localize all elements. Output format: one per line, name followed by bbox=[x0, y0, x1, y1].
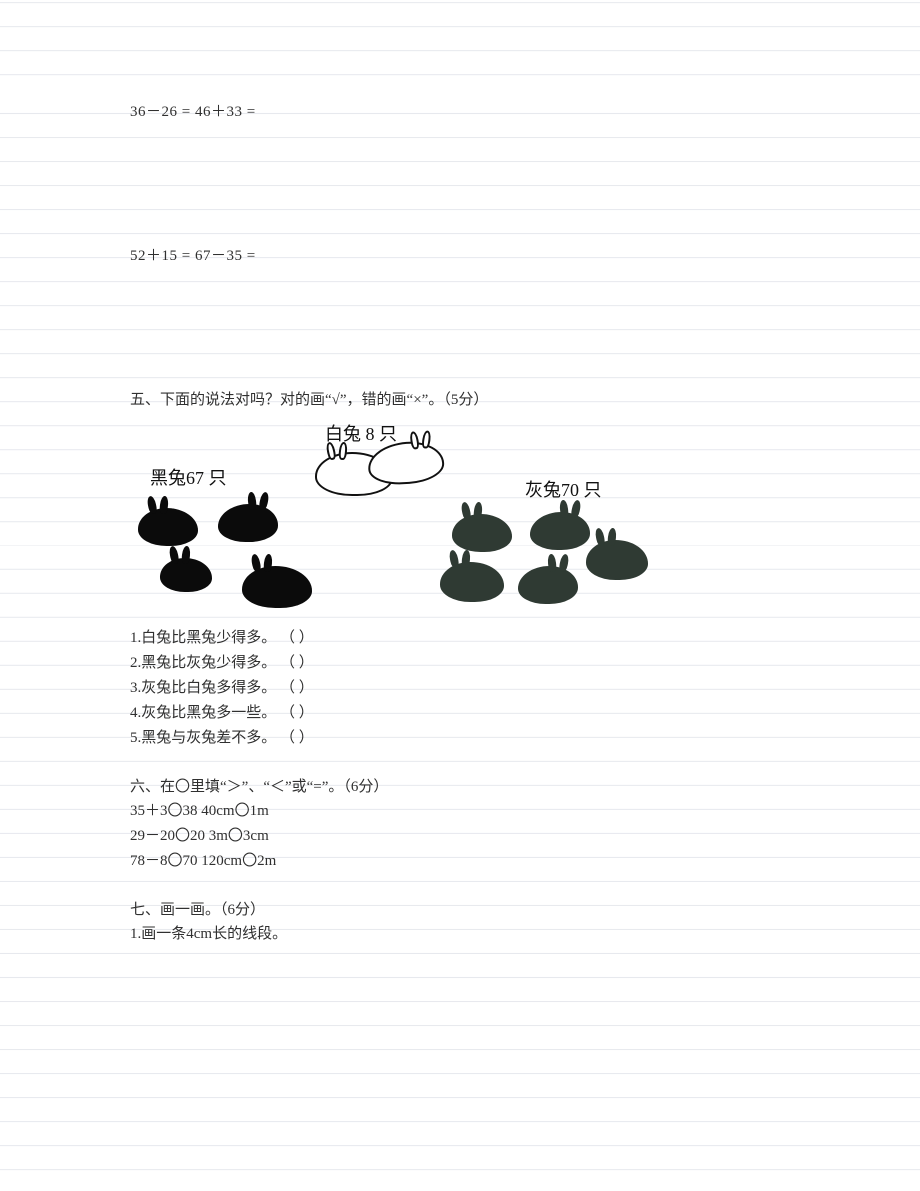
work-space-1 bbox=[130, 124, 790, 244]
grey-rabbit-icon bbox=[530, 512, 590, 550]
section-6-heading: 六、在〇里填“＞”、“＜”或“=”。（6分） bbox=[130, 775, 790, 799]
equation-row-1: 36－26 = 46＋33 = bbox=[130, 100, 790, 124]
section-7-heading: 七、画一画。（6分） bbox=[130, 898, 790, 922]
q5-item-4: 4.灰兔比黑兔多一些。 （ ） bbox=[130, 701, 790, 726]
grey-rabbit-icon bbox=[518, 566, 578, 604]
equation-row-2: 52＋15 = 67－35 = bbox=[130, 244, 790, 268]
rabbits-figure: 白兔 8 只 黑兔67 只 灰兔70 只 bbox=[130, 420, 690, 620]
black-rabbit-icon bbox=[242, 566, 312, 608]
q5-item-2: 2.黑兔比灰兔少得多。 （ ） bbox=[130, 651, 790, 676]
black-rabbit-icon bbox=[160, 558, 212, 592]
worksheet-page: 36－26 = 46＋33 = 52＋15 = 67－35 = 五、下面的说法对… bbox=[0, 0, 920, 1191]
gap-6-7 bbox=[130, 874, 790, 898]
q5-item-3: 3.灰兔比白兔多得多。 （ ） bbox=[130, 676, 790, 701]
black-rabbit-icon bbox=[138, 508, 198, 546]
q7-item-1: 1.画一条4cm长的线段。 bbox=[130, 922, 790, 947]
section-5-heading: 五、下面的说法对吗？对的画“√”，错的画“×”。（5分） bbox=[130, 388, 790, 412]
q5-item-1: 1.白兔比黑兔少得多。 （ ） bbox=[130, 626, 790, 651]
label-grey-rabbit: 灰兔70 只 bbox=[525, 476, 602, 502]
grey-rabbit-icon bbox=[440, 562, 504, 602]
black-rabbit-icon bbox=[218, 504, 278, 542]
q6-row-2: 29－20〇20 3m〇3cm bbox=[130, 824, 790, 849]
grey-rabbit-icon bbox=[586, 540, 648, 580]
label-black-rabbit: 黑兔67 只 bbox=[150, 464, 227, 490]
q6-row-3: 78－8〇70 120cm〇2m bbox=[130, 849, 790, 874]
white-rabbit-icon bbox=[367, 439, 446, 486]
label-white-rabbit: 白兔 8 只 bbox=[325, 420, 397, 446]
gap-5-6 bbox=[130, 751, 790, 775]
work-space-2 bbox=[130, 268, 790, 388]
grey-rabbit-icon bbox=[452, 514, 512, 552]
q6-row-1: 35＋3〇38 40cm〇1m bbox=[130, 799, 790, 824]
q5-item-5: 5.黑兔与灰兔差不多。 （ ） bbox=[130, 726, 790, 751]
